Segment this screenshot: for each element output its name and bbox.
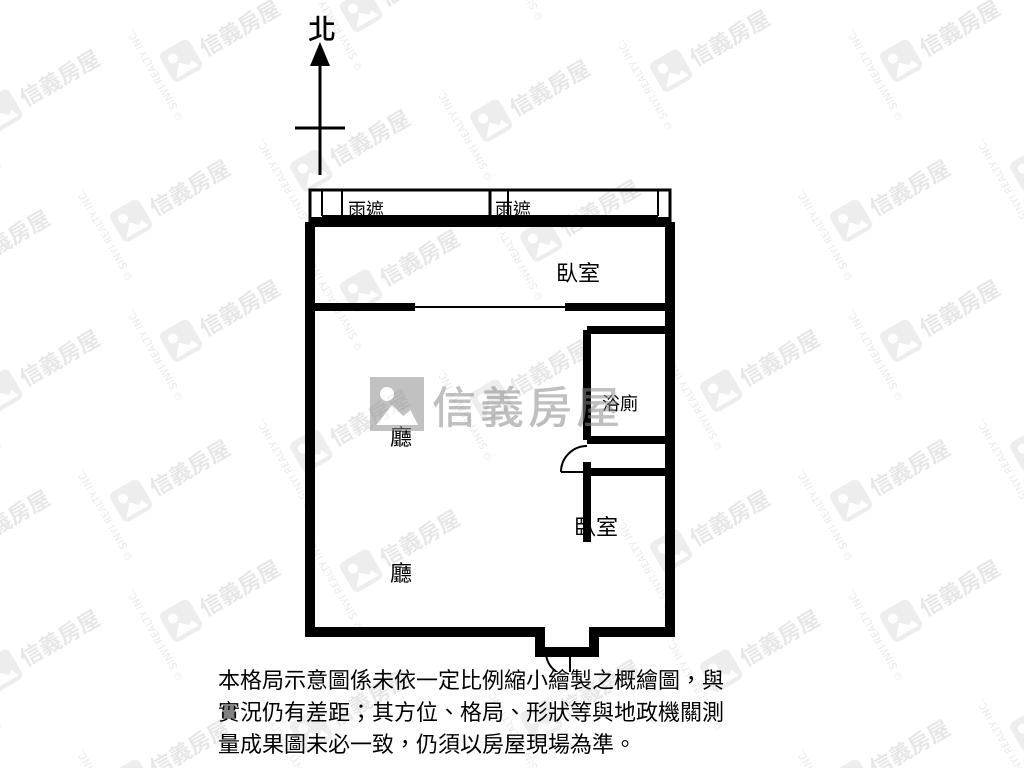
- watermark-en: © SINYI REALTY INC.: [842, 307, 907, 404]
- watermark-item: © SINYI REALTY INC.信義房屋: [0, 450, 73, 613]
- watermark-en: © SINYI REALTY INC.: [792, 467, 857, 564]
- watermark-cn: 信義房屋: [0, 201, 55, 273]
- watermark-icon: [828, 477, 874, 523]
- watermark-icon: [0, 647, 24, 693]
- disclaimer-text: 本格局示意圖係未依一定比例縮小繪製之概繪圖，與 實況仍有差距；其方位、格局、形狀…: [218, 664, 724, 760]
- watermark-en: © SINYI REALTY INC.: [792, 187, 857, 284]
- room-label: 雨遮: [495, 196, 531, 222]
- watermark-cn: 信義房屋: [863, 431, 955, 503]
- watermark-icon: [158, 597, 204, 643]
- watermark-en: © SINYI REALTY INC.: [122, 587, 187, 684]
- watermark-item: © SINYI REALTY INC.信義房屋: [124, 520, 303, 683]
- watermark-en: © SINYI REALTY INC.: [972, 697, 1024, 768]
- watermark-item: © SINYI REALTY INC.信義房屋: [74, 400, 253, 563]
- watermark-icon: [108, 197, 154, 243]
- watermark-item: © SINYI REALTY INC.信義房屋: [974, 630, 1024, 768]
- room-label: 雨遮: [348, 196, 384, 222]
- canvas: © SINYI REALTY INC.信義房屋© SINYI REALTY IN…: [0, 0, 1024, 768]
- watermark-icon: [698, 367, 744, 413]
- watermark-item: © SINYI REALTY INC. 信義房屋: [0, 290, 123, 453]
- watermark-cn: 信義房屋: [193, 551, 285, 623]
- watermark-cn: 信義房屋: [683, 761, 775, 768]
- watermark-icon: [1008, 427, 1024, 473]
- watermark-icon: [828, 197, 874, 243]
- room-label: 廳: [390, 556, 412, 588]
- brand-text: 信義房屋: [432, 372, 624, 436]
- compass-arrow-svg: [0, 0, 1024, 200]
- watermark-cn: 信義房屋: [863, 711, 955, 768]
- watermark-icon: [0, 367, 24, 413]
- room-label: 臥室: [574, 510, 618, 542]
- watermark-cn: 信義房屋: [913, 551, 1005, 623]
- center-brand-logo: 信義房屋: [370, 372, 624, 436]
- watermark-item: © SINYI REALTY INC.信義房屋: [124, 240, 303, 403]
- watermark-icon: [108, 477, 154, 523]
- watermark-en: © SINYI REALTY INC.: [0, 637, 7, 734]
- watermark-cn: 信義房屋: [13, 321, 105, 393]
- room-label: 臥室: [556, 256, 600, 288]
- watermark-icon: [878, 597, 924, 643]
- watermark-icon: [108, 757, 154, 768]
- north-label: 北: [308, 8, 336, 48]
- watermark-item: © SINYI REALTY INC.信義房屋: [844, 240, 1023, 403]
- watermark-cn: 信義房屋: [913, 271, 1005, 343]
- watermark-item: © SINYI REALTY INC.信義房屋: [974, 350, 1024, 513]
- watermark-en: © SINYI REALTY INC.: [0, 357, 7, 454]
- watermark-en: © SINYI REALTY INC.: [72, 747, 137, 768]
- watermark-item: © SINYI REALTY INC. 信義房屋: [794, 680, 973, 768]
- watermark-en: © SINYI REALTY INC.: [842, 587, 907, 684]
- watermark-item: © SINYI REALTY INC. 信義房屋: [0, 570, 123, 733]
- watermark-item: © SINYI REALTY INC.信義房屋: [844, 520, 1023, 683]
- watermark-cn: 信義房屋: [13, 601, 105, 673]
- watermark-en: © SINYI REALTY INC.: [122, 307, 187, 404]
- watermark-en: © SINYI REALTY INC.: [72, 467, 137, 564]
- watermark-en: © SINYI REALTY INC.: [72, 187, 137, 284]
- watermark-cn: 信義房屋: [733, 321, 825, 393]
- watermark-en: © SINYI REALTY INC.: [792, 747, 857, 768]
- watermark-icon: [878, 317, 924, 363]
- watermark-item: © SINYI REALTY INC.信義房屋: [794, 400, 973, 563]
- watermark-icon: [828, 757, 874, 768]
- watermark-cn: 信義房屋: [733, 601, 825, 673]
- watermark-item: © SINYI REALTY INC.信義房屋: [0, 730, 73, 768]
- watermark-cn: 信義房屋: [143, 431, 235, 503]
- watermark-icon: [1008, 707, 1024, 753]
- watermark-cn: 信義房屋: [0, 761, 55, 768]
- watermark-item: © SINYI REALTY INC.信義房屋: [664, 290, 843, 453]
- watermark-cn: 信義房屋: [193, 271, 285, 343]
- watermark-cn: 信義房屋: [0, 481, 55, 553]
- watermark-cn: 信義房屋: [683, 481, 775, 553]
- watermark-en: © SINYI REALTY INC.: [972, 417, 1024, 514]
- brand-icon: [370, 377, 424, 431]
- watermark-icon: [158, 317, 204, 363]
